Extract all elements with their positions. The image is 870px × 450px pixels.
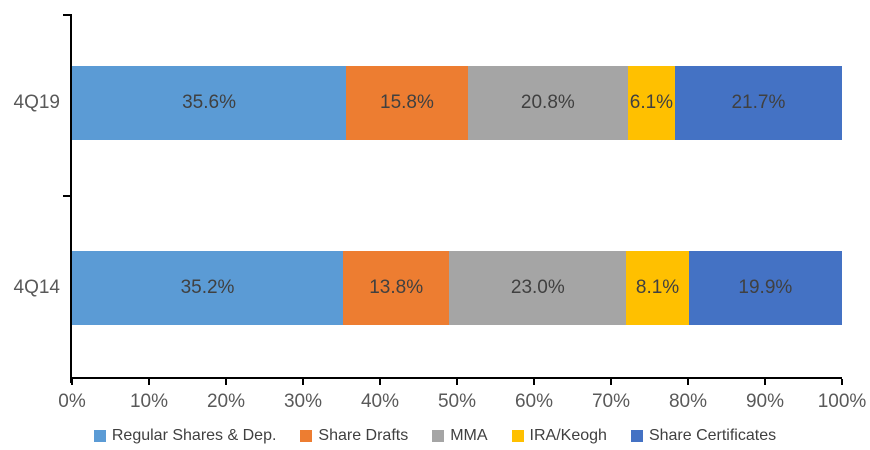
legend-item: Share Drafts: [300, 427, 408, 445]
x-axis-tick-label: 80%: [668, 391, 708, 412]
legend-label: IRA/Keogh: [529, 427, 607, 444]
bar-segment: 13.8%: [343, 251, 450, 325]
legend-swatch: [630, 430, 643, 442]
bar-segment: 23.0%: [449, 251, 627, 325]
x-axis-tick: [379, 379, 381, 385]
bar-segment: 8.1%: [626, 251, 689, 325]
data-label: 21.7%: [731, 92, 786, 113]
x-axis-tick-label: 40%: [360, 391, 400, 412]
bar-segment: 35.6%: [72, 66, 347, 140]
data-label: 35.2%: [180, 277, 235, 298]
x-axis-tick-label: 90%: [745, 391, 785, 412]
x-axis-tick: [687, 379, 689, 385]
x-axis-tick-label: 50%: [437, 391, 477, 412]
legend-label: Share Drafts: [318, 427, 409, 444]
x-axis-tick: [225, 379, 227, 385]
bar-row-4q14: 35.2% 13.8% 23.0% 8.1% 19.9%: [72, 251, 842, 325]
legend-label: Share Certificates: [648, 427, 777, 444]
bar-segment: 35.2%: [72, 251, 344, 325]
x-axis-tick-label: 0%: [58, 391, 86, 412]
data-label: 6.1%: [629, 92, 674, 113]
category-label: 4Q14: [13, 277, 60, 298]
x-axis-tick: [148, 379, 150, 385]
plot-area: 35.6% 15.8% 20.8% 6.1% 21.7% 35.2% 13.8% 23.0% 8…: [58, 14, 866, 412]
legend-item: IRA/Keogh: [511, 427, 607, 445]
legend-swatch: [300, 430, 313, 442]
bar-row-4q19: 35.6% 15.8% 20.8% 6.1% 21.7%: [72, 66, 842, 140]
x-axis-line: [70, 377, 842, 379]
bar-segment: 15.8%: [346, 66, 468, 140]
x-axis-tick: [764, 379, 766, 385]
x-axis-tick-label: 70%: [591, 391, 631, 412]
x-axis-tick-label: 60%: [514, 391, 554, 412]
legend-swatch: [93, 430, 106, 442]
legend-swatch: [511, 430, 524, 442]
data-label: 15.8%: [380, 92, 434, 113]
x-axis-tick-label: 20%: [206, 391, 246, 412]
bar-segment: 19.9%: [688, 251, 842, 325]
y-axis-line: [70, 14, 72, 383]
data-label: 35.6%: [182, 92, 236, 113]
legend-label: Regular Shares & Dep.: [111, 427, 277, 444]
x-axis-tick: [71, 379, 73, 385]
data-label: 13.8%: [369, 277, 424, 298]
legend: Regular Shares & Dep. Share Drafts MMA IRA/…: [0, 424, 870, 448]
x-axis-tick-label: 10%: [129, 391, 169, 412]
x-axis-tick: [456, 379, 458, 385]
legend-swatch: [432, 430, 445, 442]
legend-item: Regular Shares & Dep.: [93, 427, 277, 445]
legend-item: MMA: [432, 427, 488, 445]
y-axis-tick: [63, 195, 70, 197]
bar-segment: 21.7%: [674, 66, 842, 140]
data-label: 8.1%: [635, 277, 680, 298]
data-label: 19.9%: [738, 277, 793, 298]
x-axis-tick-label: 30%: [283, 391, 323, 412]
legend-item: Share Certificates: [630, 427, 777, 445]
y-axis-tick: [63, 14, 70, 16]
data-label: 23.0%: [510, 277, 565, 298]
x-axis-tick-label: 100%: [817, 391, 867, 412]
legend-label: MMA: [450, 427, 488, 444]
x-axis-tick: [610, 379, 612, 385]
x-axis-tick: [841, 379, 843, 385]
data-label: 20.8%: [520, 92, 575, 113]
x-axis-tick: [302, 379, 304, 385]
bar-segment: 6.1%: [627, 66, 675, 140]
x-axis-tick: [533, 379, 535, 385]
bar-segment: 20.8%: [467, 66, 628, 140]
category-label: 4Q19: [13, 92, 60, 113]
